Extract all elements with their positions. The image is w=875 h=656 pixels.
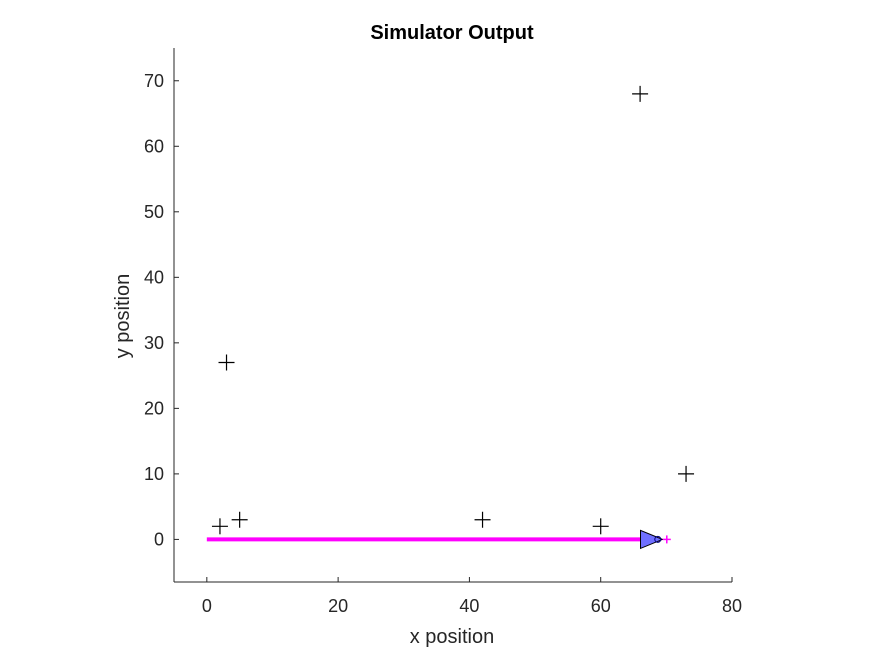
y-tick-label: 30 — [144, 333, 164, 353]
axes: 0 20 40 60 80 0 10 20 30 40 50 60 70 — [144, 48, 742, 616]
y-tick-label: 40 — [144, 267, 164, 287]
x-axis-label: x position — [410, 626, 495, 648]
landmark-marker — [678, 465, 695, 482]
y-tick-label: 10 — [144, 464, 164, 484]
y-tick-label: 60 — [144, 136, 164, 156]
x-tick-label: 40 — [459, 596, 479, 616]
robot-marker — [640, 529, 664, 550]
landmark-marker — [632, 85, 649, 102]
landmark-marker — [218, 354, 235, 371]
landmark-marker — [211, 518, 228, 535]
y-tick-label: 50 — [144, 202, 164, 222]
landmark-marker — [231, 511, 248, 528]
x-tick-label: 0 — [202, 596, 212, 616]
x-tick-label: 20 — [328, 596, 348, 616]
x-tick-label: 60 — [591, 596, 611, 616]
y-tick-label: 20 — [144, 398, 164, 418]
x-tick-label: 80 — [722, 596, 742, 616]
landmark-marker — [592, 518, 609, 535]
plot-area — [206, 85, 695, 550]
chart-title: Simulator Output — [370, 22, 534, 44]
estimate-circle — [654, 535, 662, 543]
y-tick-label: 70 — [144, 71, 164, 91]
estimate-marker — [654, 535, 671, 544]
landmark-marker — [474, 511, 491, 528]
y-tick-label: 0 — [154, 529, 164, 549]
y-axis-label: y position — [112, 274, 134, 359]
